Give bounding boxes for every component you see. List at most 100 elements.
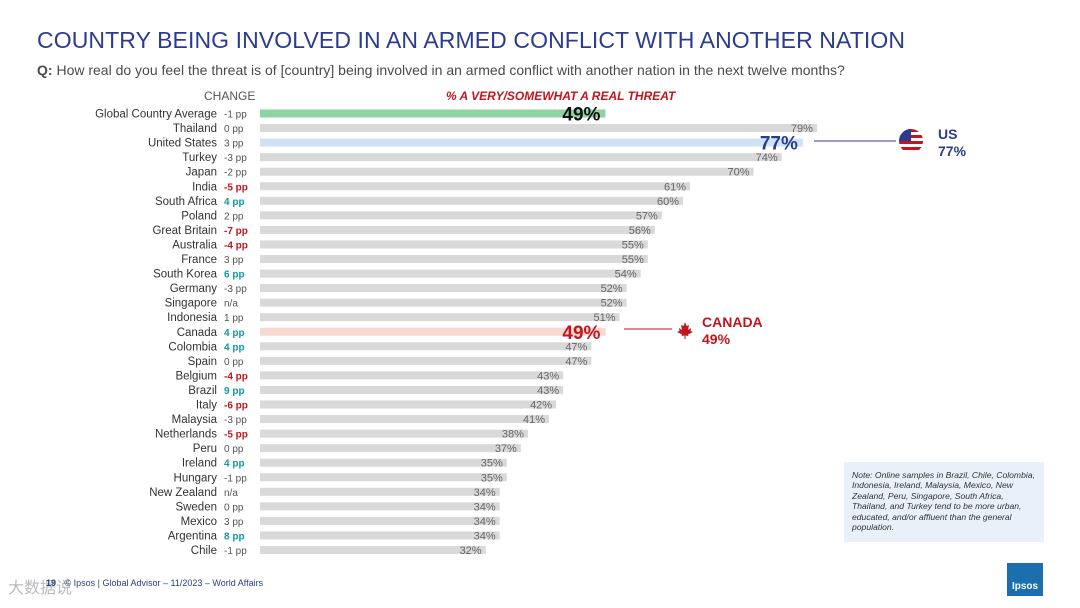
bar-12 <box>260 284 627 293</box>
methodology-note: Note: Online samples in Brazil, Chile, C… <box>844 462 1044 542</box>
bar-13 <box>260 298 627 307</box>
change-label-27: 0 pp <box>224 502 244 513</box>
page-title: COUNTRY BEING INVOLVED IN AN ARMED CONFL… <box>37 27 906 53</box>
value-label-23: 37% <box>495 443 517 455</box>
change-label-11: 6 pp <box>224 270 245 281</box>
change-label-23: 0 pp <box>224 444 244 455</box>
value-label-10: 55% <box>622 254 644 266</box>
value-label-21: 41% <box>523 414 545 426</box>
us-callout-country: US <box>938 126 958 142</box>
change-label-14: 1 pp <box>224 313 244 324</box>
change-label-30: -1 pp <box>224 546 247 557</box>
country-label-10: France <box>181 254 217 266</box>
value-label-11: 54% <box>615 269 637 281</box>
us-callout-value: 77% <box>938 143 967 159</box>
bar-15 <box>260 327 606 336</box>
country-label-12: Germany <box>170 283 218 295</box>
bar-28 <box>260 516 500 525</box>
question-text: Q: How real do you feel the threat is of… <box>37 62 845 78</box>
change-label-18: -4 pp <box>224 371 248 382</box>
country-label-7: Poland <box>181 210 217 222</box>
bar-14 <box>260 313 620 322</box>
country-label-2: United States <box>148 138 217 150</box>
bar-18 <box>260 371 564 380</box>
value-label-15: 49% <box>562 323 600 344</box>
country-label-17: Spain <box>188 356 217 368</box>
country-label-24: Ireland <box>182 458 217 470</box>
bar-1 <box>260 124 817 133</box>
bar-17 <box>260 356 592 365</box>
change-column-header: CHANGE <box>204 89 256 103</box>
value-label-3: 74% <box>756 152 778 164</box>
value-label-20: 42% <box>530 400 552 412</box>
value-label-12: 52% <box>601 283 623 295</box>
change-label-16: 4 pp <box>224 342 245 353</box>
change-label-2: 3 pp <box>224 139 244 150</box>
value-label-16: 47% <box>565 341 587 353</box>
value-label-9: 55% <box>622 239 644 251</box>
value-label-2: 77% <box>760 134 798 155</box>
country-label-9: Australia <box>172 239 217 251</box>
bar-9 <box>260 240 648 249</box>
change-label-12: -3 pp <box>224 284 247 295</box>
value-label-14: 51% <box>594 312 616 324</box>
country-label-19: Brazil <box>188 385 217 397</box>
change-label-29: 8 pp <box>224 531 245 542</box>
question-prefix: Q: <box>37 62 53 78</box>
country-label-11: South Korea <box>153 269 218 281</box>
country-label-28: Mexico <box>181 516 217 528</box>
country-label-15: Canada <box>177 327 218 339</box>
ipsos-logo: Ipsos <box>1007 563 1043 596</box>
change-label-28: 3 pp <box>224 517 244 528</box>
value-label-25: 35% <box>481 472 503 484</box>
value-label-19: 43% <box>537 385 559 397</box>
country-label-29: Argentina <box>168 530 218 542</box>
bar-6 <box>260 196 683 205</box>
country-label-8: Great Britain <box>152 225 217 237</box>
country-label-13: Singapore <box>165 298 217 310</box>
change-label-9: -4 pp <box>224 240 248 251</box>
value-label-27: 34% <box>474 501 496 513</box>
bar-23 <box>260 444 521 453</box>
bar-5 <box>260 182 691 191</box>
change-label-5: -5 pp <box>224 182 248 193</box>
question-body: How real do you feel the threat is of [c… <box>56 62 845 78</box>
change-label-21: -3 pp <box>224 415 247 426</box>
bar-21 <box>260 415 550 424</box>
bar-26 <box>260 487 500 496</box>
country-label-18: Belgium <box>175 370 217 382</box>
value-label-8: 56% <box>629 225 651 237</box>
country-label-1: Thailand <box>173 123 217 135</box>
value-label-30: 32% <box>460 545 482 557</box>
metric-column-header: % A VERY/SOMEWHAT A REAL THREAT <box>446 89 676 103</box>
bar-20 <box>260 400 557 409</box>
bar-8 <box>260 225 655 234</box>
bar-30 <box>260 546 486 554</box>
value-label-17: 47% <box>565 356 587 368</box>
country-label-26: New Zealand <box>149 487 217 499</box>
bar-7 <box>260 211 662 220</box>
value-label-6: 60% <box>657 196 679 208</box>
canada-callout-connector <box>624 328 672 330</box>
change-label-7: 2 pp <box>224 211 244 222</box>
bar-3 <box>260 153 782 162</box>
country-label-30: Chile <box>191 545 217 557</box>
us-flag-icon <box>899 129 923 153</box>
country-label-16: Colombia <box>168 341 217 353</box>
value-label-7: 57% <box>636 210 658 222</box>
change-label-1: 0 pp <box>224 124 244 135</box>
bar-16 <box>260 342 592 351</box>
country-label-22: Netherlands <box>155 429 217 441</box>
country-label-0: Global Country Average <box>95 109 217 121</box>
change-label-15: 4 pp <box>224 328 245 339</box>
us-callout-connector <box>814 140 896 142</box>
change-label-22: -5 pp <box>224 430 248 441</box>
canada-flag-icon <box>677 322 693 339</box>
country-label-4: Japan <box>186 167 217 179</box>
change-label-8: -7 pp <box>224 226 248 237</box>
bar-24 <box>260 458 507 467</box>
bar-25 <box>260 473 507 482</box>
value-label-29: 34% <box>474 530 496 542</box>
us-callout-label: US 77% <box>938 126 966 160</box>
country-label-25: Hungary <box>174 472 218 484</box>
